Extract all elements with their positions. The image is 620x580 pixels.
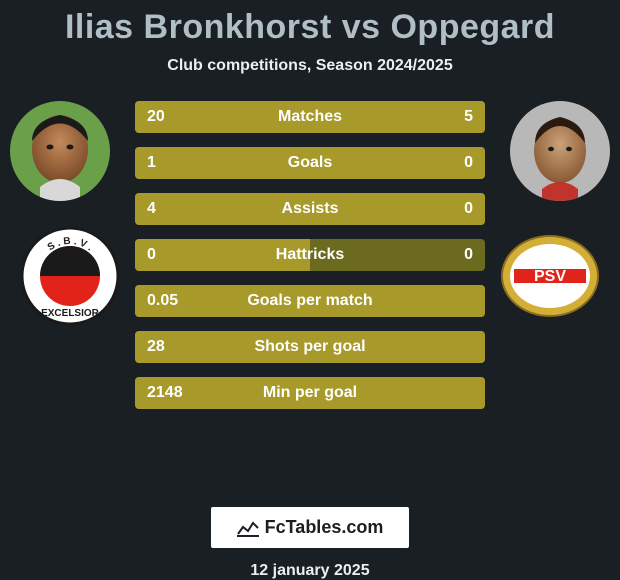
stat-label: Assists [282,200,339,218]
bar-fill-left [135,101,415,133]
player-left-avatar [10,101,110,201]
chart-icon [237,519,259,537]
stat-row: 0.05 Goals per match [135,285,485,317]
stat-label: Hattricks [276,246,344,264]
stat-value-right: 0 [464,200,485,218]
stat-value-right: 0 [464,246,485,264]
svg-text:EXCELSIOR: EXCELSIOR [41,308,100,319]
svg-text:PSV: PSV [534,268,566,285]
stat-row: 1 Goals 0 [135,147,485,179]
stat-row: 0 Hattricks 0 [135,239,485,271]
stat-label: Shots per goal [254,338,365,356]
club-left-badge: S . B . V . EXCELSIOR [20,226,120,326]
club-right-badge: PSV [500,226,600,326]
comparison-area: S . B . V . EXCELSIOR PSV 20 Matches 5 1 Goa… [0,93,620,495]
stats-bars: 20 Matches 5 1 Goals 0 4 Assists 0 0 Hattricks 0 0.0… [135,93,485,409]
stat-value-left: 28 [135,338,165,356]
stat-value-left: 4 [135,200,156,218]
stat-label: Min per goal [263,384,357,402]
page-subtitle: Club competitions, Season 2024/2025 [167,57,452,75]
date-text: 12 january 2025 [250,562,369,580]
stat-value-left: 0.05 [135,292,178,310]
stat-value-left: 1 [135,154,156,172]
stat-row: 2148 Min per goal [135,377,485,409]
stat-row: 4 Assists 0 [135,193,485,225]
stat-value-right: 5 [464,108,485,126]
stat-row: 20 Matches 5 [135,101,485,133]
stat-value-left: 20 [135,108,165,126]
brand-text: FcTables.com [265,517,384,538]
stat-label: Goals per match [247,292,372,310]
player-right-avatar [510,101,610,201]
stat-value-left: 2148 [135,384,183,402]
stat-row: 28 Shots per goal [135,331,485,363]
brand-badge: FcTables.com [211,507,410,548]
stat-label: Matches [278,108,342,126]
stat-label: Goals [288,154,332,172]
stat-value-right: 0 [464,154,485,172]
stat-value-left: 0 [135,246,156,264]
page-title: Ilias Bronkhorst vs Oppegard [65,8,555,47]
